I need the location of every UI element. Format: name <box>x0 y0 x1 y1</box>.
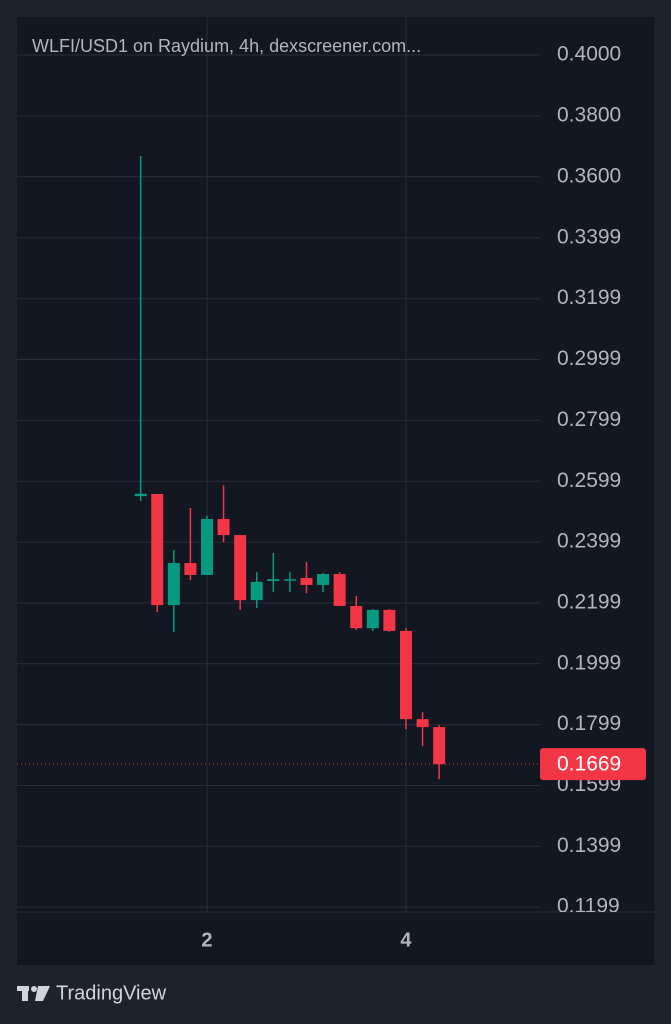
candle-body <box>134 493 147 497</box>
y-tick-label: 0.3399 <box>557 225 621 248</box>
y-tick-label: 0.2999 <box>557 347 621 370</box>
y-tick-label: 0.3199 <box>557 286 621 309</box>
candle-body <box>333 574 346 606</box>
candle-body <box>300 577 313 585</box>
grid <box>17 17 540 912</box>
candle-body <box>267 579 280 582</box>
candle-body <box>416 719 429 728</box>
chart-panel <box>17 17 654 965</box>
candle-body <box>433 727 446 765</box>
candle-body <box>283 579 296 581</box>
candle-body <box>366 609 379 629</box>
last-price-label: 0.1669 <box>557 753 621 776</box>
candle-body <box>383 609 396 631</box>
candle-body <box>350 605 363 629</box>
candle-body <box>151 494 164 606</box>
last-price-box <box>540 748 646 781</box>
candle-body <box>200 518 213 575</box>
brand: TradingView <box>56 982 167 1004</box>
y-tick-label: 0.4000 <box>557 43 621 66</box>
y-tick-label: 0.2599 <box>557 469 621 492</box>
y-tick-label: 0.2799 <box>557 408 621 431</box>
candles <box>134 156 446 780</box>
chart-title: WLFI/USD1 on Raydium, 4h, dexscreener.co… <box>32 36 421 56</box>
y-tick-label: 0.2199 <box>557 590 621 613</box>
y-tick-label: 0.3800 <box>557 103 621 126</box>
candle-body <box>399 630 412 720</box>
candle-body <box>184 563 197 575</box>
candle-body <box>317 574 330 585</box>
x-tick-label: 2 <box>201 929 212 951</box>
candle-body <box>217 518 230 536</box>
y-tick-label: 0.1199 <box>557 895 620 918</box>
y-tick-label: 0.2399 <box>557 530 621 553</box>
candle-body <box>167 563 180 606</box>
candle-body <box>234 535 247 601</box>
y-tick-label: 0.1999 <box>557 651 621 674</box>
price-axis: 0.4000 0.3800 0.3600 0.3399 0.3199 0.2999 0.27… <box>557 43 621 918</box>
brand-logo <box>17 986 50 1001</box>
y-tick-label: 0.1799 <box>557 712 621 735</box>
y-tick-label: 0.3600 <box>557 164 621 187</box>
candle-body <box>250 581 263 601</box>
y-tick-label: 0.1399 <box>557 834 621 857</box>
x-tick-label: 4 <box>400 929 412 951</box>
